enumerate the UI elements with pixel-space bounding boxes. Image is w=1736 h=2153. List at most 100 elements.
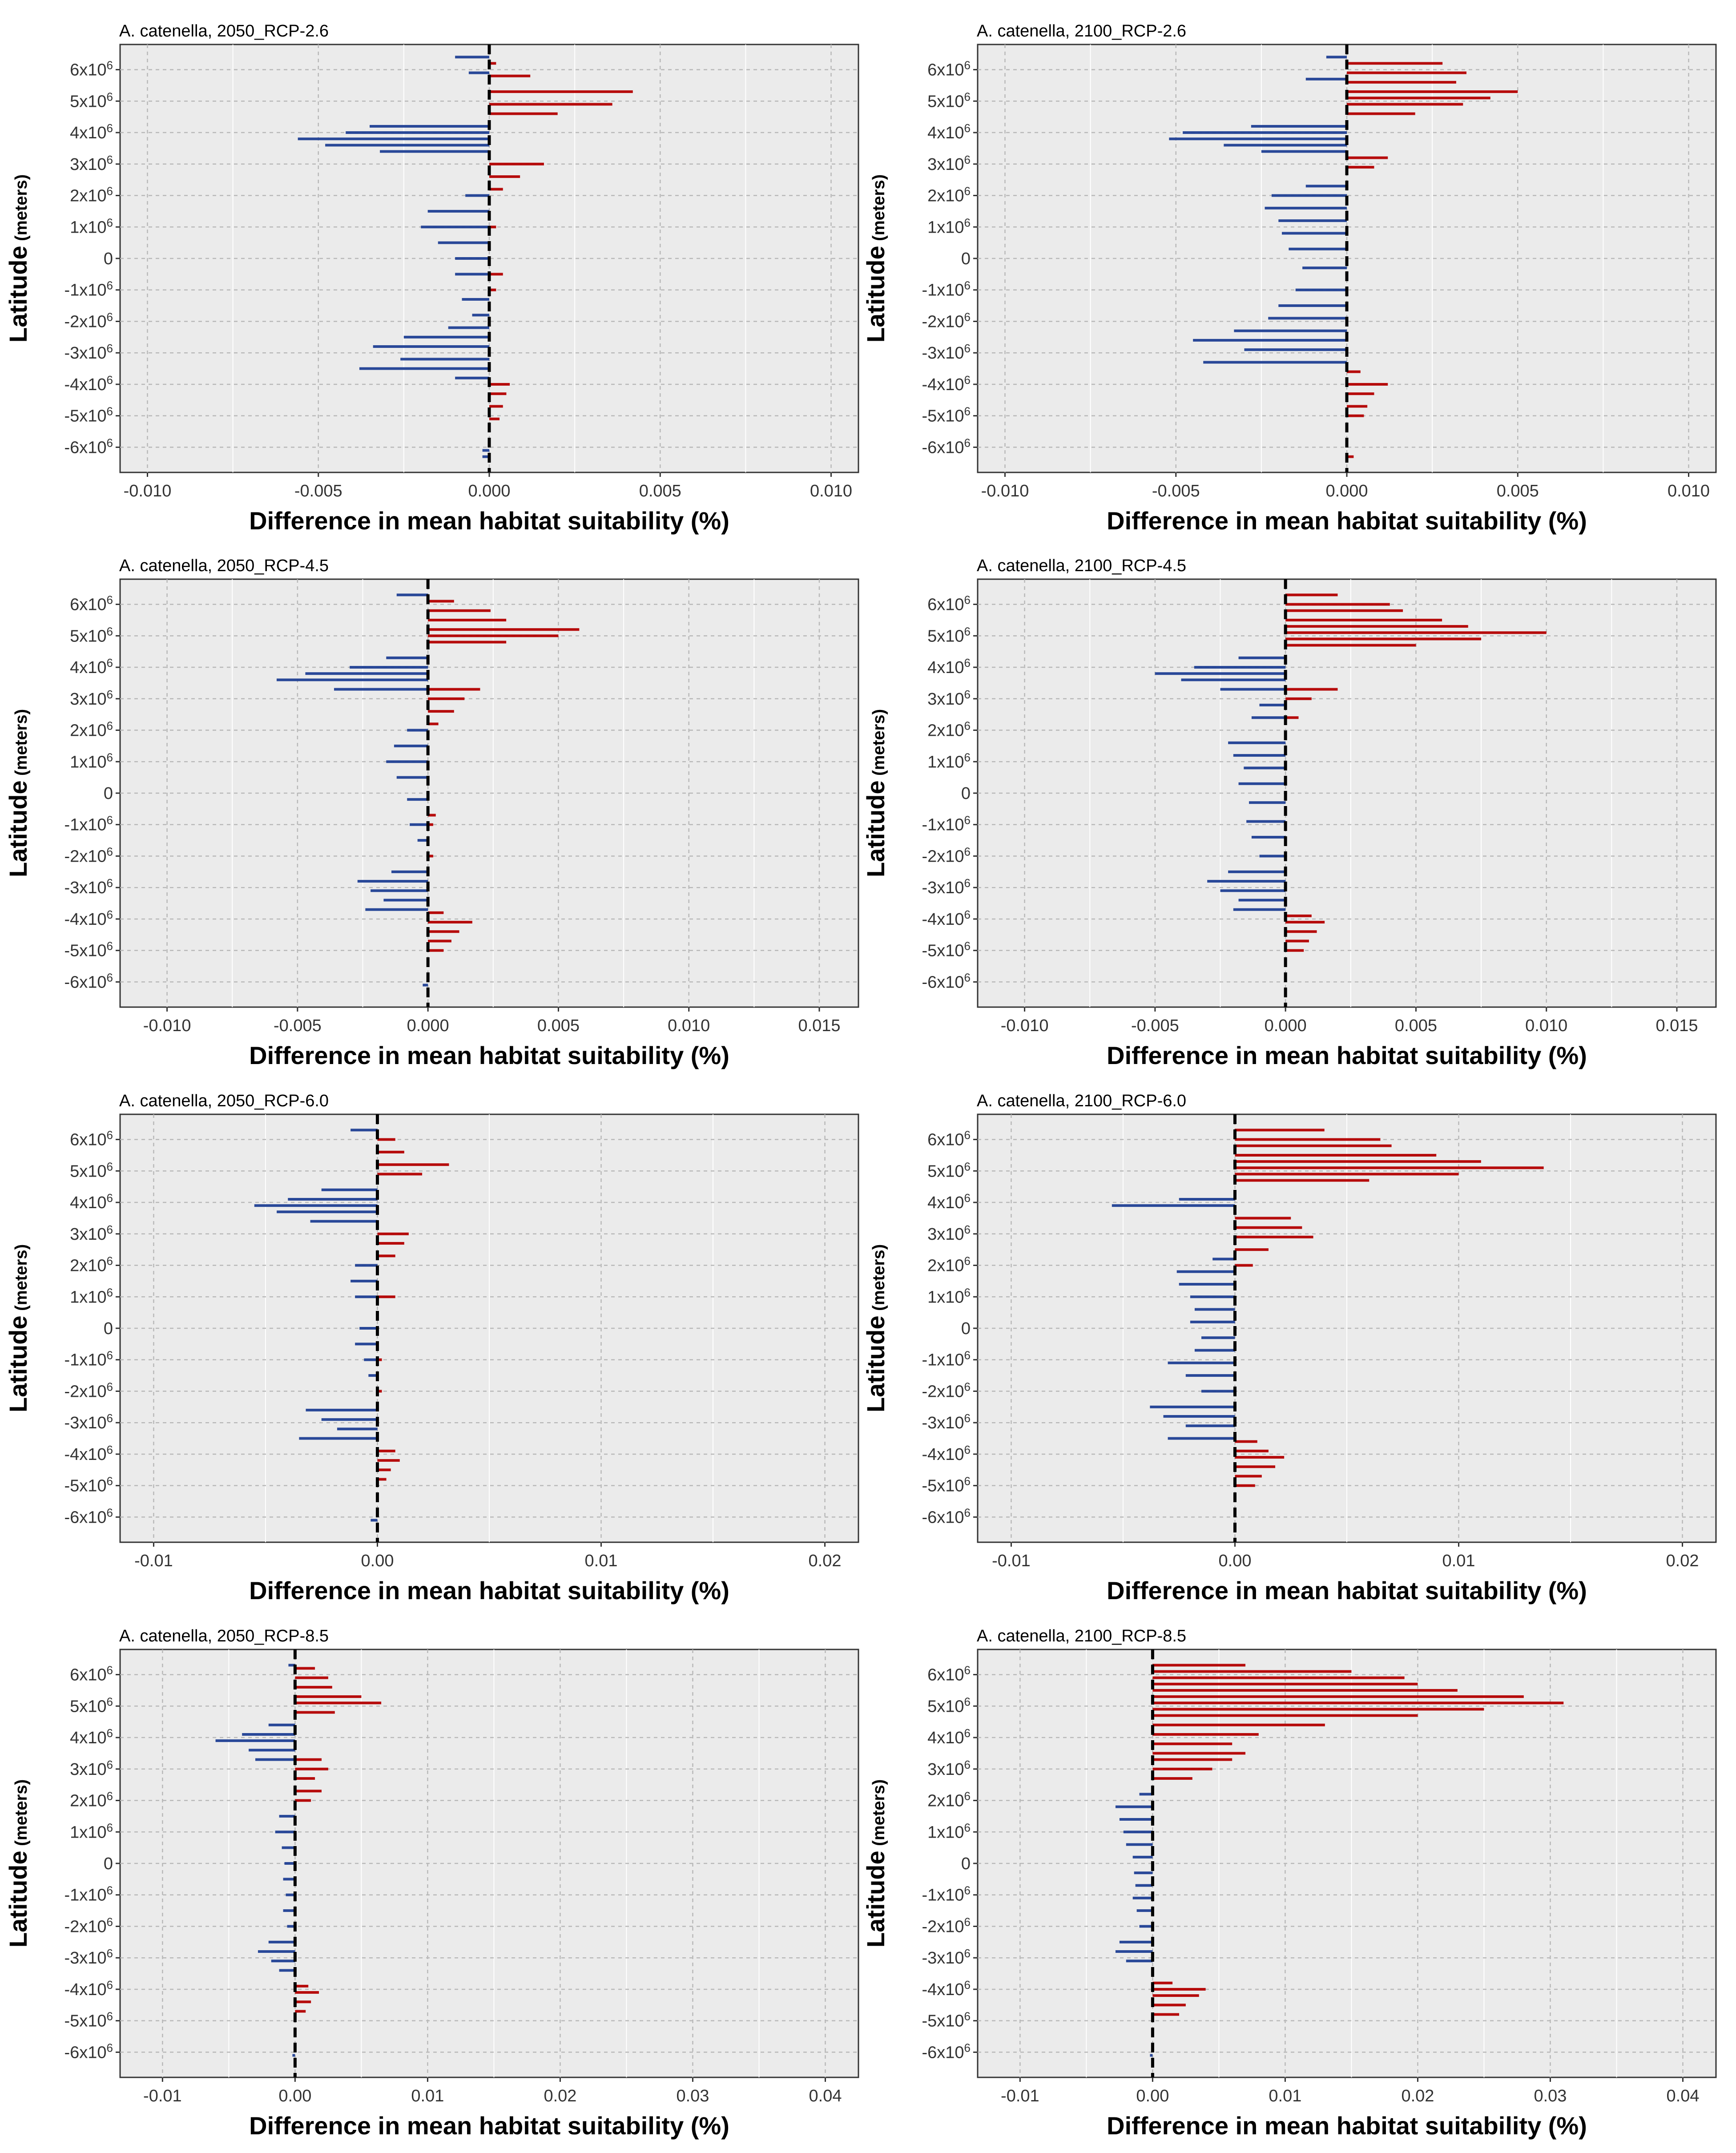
bar-positive — [1285, 914, 1312, 917]
bar-negative — [403, 335, 489, 339]
bar-positive — [428, 609, 491, 612]
bar-negative — [1201, 1390, 1235, 1393]
bar-positive — [1235, 1144, 1392, 1147]
x-tick-label: -0.005 — [274, 1016, 322, 1035]
x-tick-label: 0.01 — [1269, 2087, 1301, 2105]
x-tick-label: -0.005 — [1152, 482, 1200, 500]
bar-negative — [1305, 185, 1347, 188]
y-tick-label: 4x106 — [927, 1726, 971, 1747]
y-tick-label: 5x106 — [927, 625, 971, 645]
bar-negative — [1238, 899, 1286, 902]
bar-negative — [1185, 1374, 1235, 1377]
bar-positive — [1152, 2013, 1179, 2016]
bar-positive — [1152, 1767, 1212, 1770]
bar-positive — [377, 1150, 404, 1153]
y-tick-label: -3x106 — [922, 1411, 971, 1432]
bar-positive — [1152, 1676, 1405, 1679]
bar-positive — [1152, 1701, 1564, 1705]
bar-positive — [489, 175, 520, 178]
x-tick-label: 0.01 — [1442, 1552, 1475, 1570]
y-tick-label: 6x106 — [70, 1664, 113, 1685]
bar-positive — [295, 1676, 328, 1679]
x-tick-label: 0.03 — [1534, 2087, 1567, 2105]
bar-negative — [350, 1279, 378, 1282]
bar-positive — [1235, 1166, 1544, 1169]
bar-positive — [1285, 603, 1390, 606]
bar-positive — [295, 2000, 311, 2004]
bar-positive — [1152, 1742, 1233, 1746]
bar-negative — [1212, 1258, 1235, 1261]
panel-title: A. catenella, 2100_RCP-2.6 — [977, 22, 1186, 40]
y-axis-title: Latitude (meters) — [862, 1244, 890, 1412]
bar-positive — [1285, 688, 1338, 691]
y-axis-title: Latitude (meters) — [4, 174, 32, 343]
bar-negative — [1259, 855, 1286, 858]
bar-negative — [1126, 1843, 1153, 1846]
bar-negative — [355, 1343, 378, 1346]
y-tick-label: 6x106 — [70, 59, 113, 80]
bar-negative — [355, 1295, 378, 1298]
bar-negative — [455, 273, 489, 276]
bar-positive — [489, 90, 633, 93]
y-tick-label: 2x106 — [70, 1254, 113, 1275]
bar-positive — [295, 1984, 309, 1988]
bar-positive — [1152, 1777, 1192, 1780]
bar-positive — [489, 392, 507, 395]
bar-positive — [1347, 414, 1364, 417]
bar-positive — [377, 1138, 395, 1141]
bar-negative — [371, 889, 428, 892]
bar-negative — [394, 744, 428, 747]
y-tick-label: -4x106 — [922, 373, 971, 394]
x-tick-label: -0.01 — [1001, 2087, 1039, 2105]
y-tick-label: -3x106 — [64, 1947, 113, 1968]
x-axis-title: Difference in mean habitat suitability (… — [249, 2112, 729, 2140]
bar-positive — [1152, 1752, 1246, 1755]
y-tick-label: -5x106 — [64, 2010, 113, 2031]
bar-negative — [334, 688, 428, 691]
bar-negative — [1139, 1925, 1153, 1928]
y-tick-label: 1x106 — [70, 1821, 113, 1842]
y-tick-label: -6x106 — [64, 436, 113, 457]
y-tick-label: 0 — [104, 1319, 113, 1338]
bar-positive — [1285, 644, 1416, 647]
x-tick-label: 0.02 — [1401, 2087, 1434, 2105]
x-tick-label: 0.01 — [411, 2087, 444, 2105]
bar-negative — [1244, 766, 1286, 770]
bar-positive — [377, 1254, 395, 1258]
chart-panel-5: A. catenella, 2050_RCP-6.0 6x106 5x106 4x10… — [4, 1092, 859, 1605]
y-tick-label: 5x106 — [70, 1695, 113, 1716]
y-tick-label: 3x106 — [927, 1223, 971, 1244]
y-axis-title: Latitude (meters) — [862, 709, 890, 877]
bar-negative — [1134, 1871, 1153, 1875]
bar-positive — [428, 697, 465, 700]
bar-positive — [1285, 930, 1317, 933]
bar-negative — [298, 137, 489, 141]
x-tick-label: 0.015 — [798, 1016, 840, 1035]
bar-negative — [1201, 1336, 1235, 1339]
y-tick-label: 3x106 — [70, 1758, 113, 1779]
bar-negative — [1295, 288, 1347, 291]
bar-negative — [282, 1846, 295, 1849]
y-axis-title: Latitude (meters) — [4, 1779, 32, 1947]
bar-positive — [1235, 1235, 1313, 1238]
bar-positive — [1347, 81, 1456, 84]
chart-panel-8: A. catenella, 2100_RCP-8.5 6x106 5x106 4x10… — [862, 1627, 1717, 2140]
bar-positive — [1285, 949, 1304, 952]
y-tick-label: 4x106 — [927, 121, 971, 142]
bar-negative — [386, 656, 428, 659]
bar-negative — [1278, 219, 1347, 222]
bar-negative — [364, 1358, 378, 1361]
bar-positive — [377, 1478, 387, 1481]
x-tick-label: -0.010 — [981, 482, 1029, 500]
chart-panel-7: A. catenella, 2050_RCP-8.5 6x106 5x106 4x10… — [4, 1627, 859, 2140]
y-tick-label: 0 — [104, 250, 113, 268]
y-tick-label: 1x106 — [927, 750, 971, 771]
bar-negative — [407, 798, 428, 801]
y-tick-label: 3x106 — [927, 688, 971, 709]
bar-negative — [1302, 266, 1347, 270]
x-tick-label: 0.04 — [1667, 2087, 1700, 2105]
bar-negative — [468, 71, 489, 74]
bar-negative — [1185, 1424, 1235, 1427]
bar-negative — [462, 298, 489, 301]
bar-negative — [1119, 1818, 1153, 1821]
